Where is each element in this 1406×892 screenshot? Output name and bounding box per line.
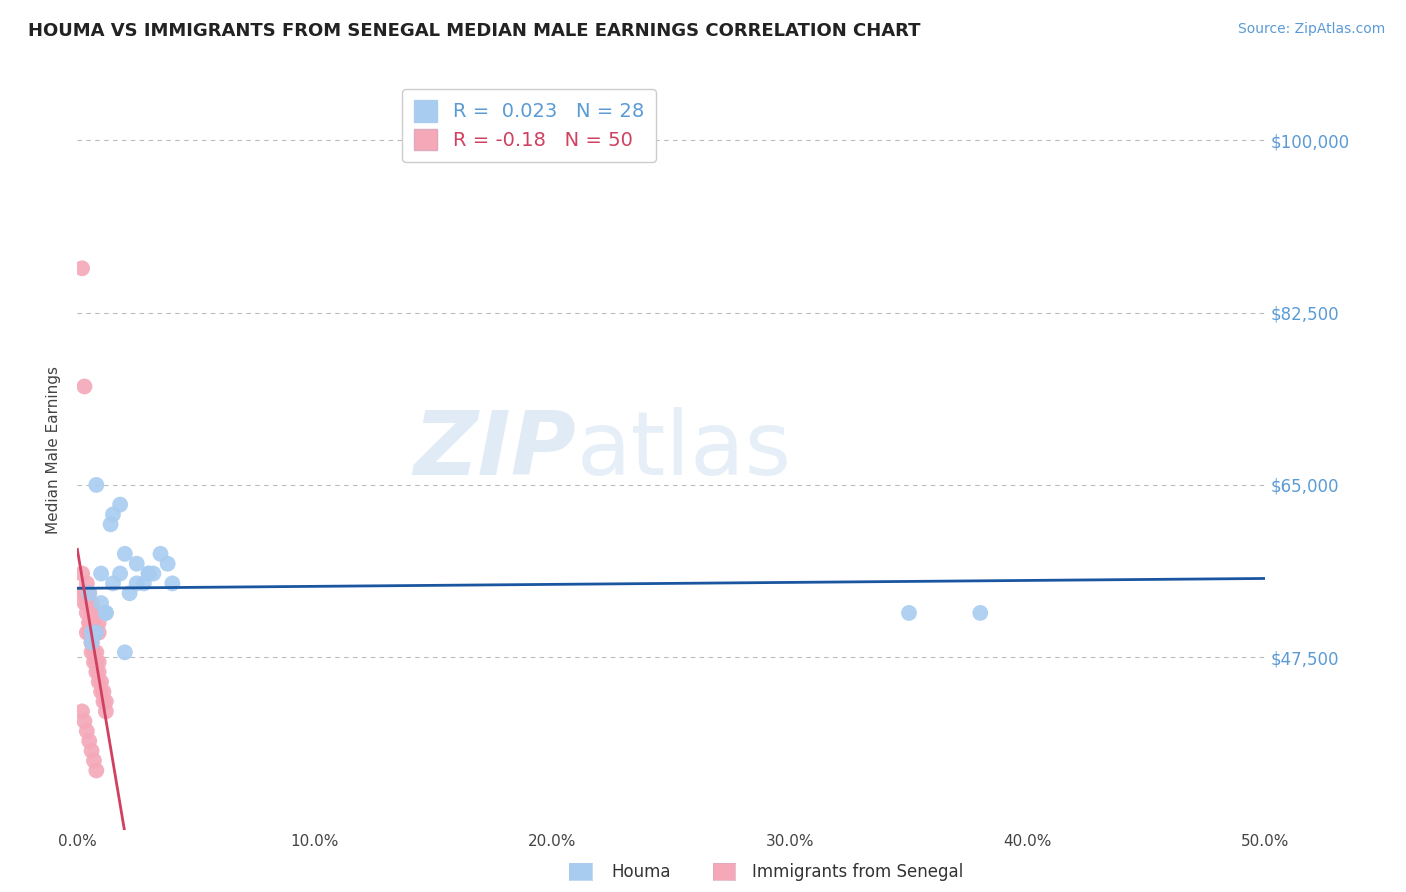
- Point: [70, 705, 93, 719]
- Point: [142, 566, 165, 581]
- Point: [83, 615, 105, 630]
- Text: ZIP: ZIP: [413, 407, 576, 494]
- Point: [132, 576, 155, 591]
- Point: [969, 606, 991, 620]
- Point: [125, 576, 148, 591]
- Point: [77, 596, 100, 610]
- Point: [87, 665, 110, 679]
- Point: [108, 498, 131, 512]
- Point: [114, 547, 136, 561]
- Point: [77, 615, 100, 630]
- Point: [83, 655, 105, 669]
- Point: [76, 586, 98, 600]
- Point: [80, 645, 103, 659]
- Point: [73, 596, 96, 610]
- Point: [70, 261, 93, 276]
- Point: [94, 694, 117, 708]
- Point: [94, 705, 117, 719]
- Point: [86, 655, 108, 669]
- Text: Immigrants from Senegal: Immigrants from Senegal: [752, 863, 963, 881]
- Point: [73, 714, 96, 729]
- Point: [87, 615, 110, 630]
- Point: [76, 625, 98, 640]
- Text: Houma: Houma: [612, 863, 671, 881]
- Point: [77, 586, 100, 600]
- Point: [83, 606, 105, 620]
- Point: [90, 596, 112, 610]
- Point: [94, 606, 117, 620]
- Point: [80, 635, 103, 649]
- Point: [86, 478, 108, 492]
- Point: [76, 606, 98, 620]
- Point: [101, 508, 124, 522]
- Point: [86, 625, 108, 640]
- Point: [86, 625, 108, 640]
- Point: [101, 576, 124, 591]
- Point: [76, 576, 98, 591]
- Point: [138, 566, 160, 581]
- Point: [70, 566, 93, 581]
- Point: [118, 586, 141, 600]
- Point: [80, 744, 103, 758]
- Point: [90, 566, 112, 581]
- Point: [76, 596, 98, 610]
- Point: [83, 754, 105, 768]
- Point: [898, 606, 921, 620]
- Point: [77, 734, 100, 748]
- Point: [73, 586, 96, 600]
- Point: [80, 596, 103, 610]
- Point: [149, 547, 172, 561]
- Point: [93, 694, 115, 708]
- Point: [125, 557, 148, 571]
- Point: [93, 684, 115, 698]
- Point: [86, 606, 108, 620]
- Point: [114, 645, 136, 659]
- Text: atlas: atlas: [576, 407, 792, 494]
- Point: [156, 557, 179, 571]
- Point: [87, 655, 110, 669]
- Point: [90, 674, 112, 689]
- Point: [73, 379, 96, 393]
- Point: [138, 566, 160, 581]
- Text: HOUMA VS IMMIGRANTS FROM SENEGAL MEDIAN MALE EARNINGS CORRELATION CHART: HOUMA VS IMMIGRANTS FROM SENEGAL MEDIAN …: [28, 22, 921, 40]
- Point: [86, 665, 108, 679]
- Point: [87, 674, 110, 689]
- Point: [76, 724, 98, 739]
- Point: [73, 586, 96, 600]
- Point: [80, 635, 103, 649]
- Point: [90, 684, 112, 698]
- Point: [86, 764, 108, 778]
- Point: [162, 576, 184, 591]
- Point: [83, 645, 105, 659]
- Point: [100, 517, 122, 532]
- Point: [94, 606, 117, 620]
- Point: [108, 566, 131, 581]
- Legend: R =  0.023   N = 28, R = -0.18   N = 50: R = 0.023 N = 28, R = -0.18 N = 50: [402, 88, 655, 162]
- Point: [80, 635, 103, 649]
- Y-axis label: Median Male Earnings: Median Male Earnings: [46, 367, 62, 534]
- Point: [70, 586, 93, 600]
- Point: [80, 625, 103, 640]
- Point: [83, 625, 105, 640]
- Point: [77, 625, 100, 640]
- Point: [87, 625, 110, 640]
- Point: [80, 606, 103, 620]
- Point: [86, 645, 108, 659]
- Point: [77, 615, 100, 630]
- Text: Source: ZipAtlas.com: Source: ZipAtlas.com: [1237, 22, 1385, 37]
- Point: [77, 586, 100, 600]
